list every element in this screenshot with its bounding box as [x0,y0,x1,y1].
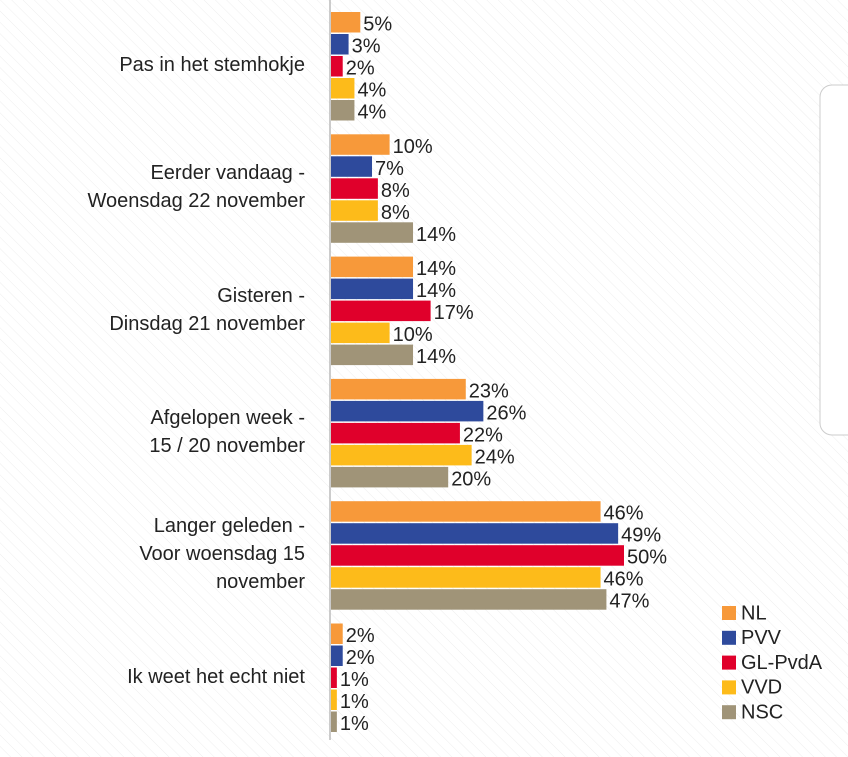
bar [331,200,378,221]
bar [331,501,601,522]
bar [331,444,472,466]
value-label: 17% [434,302,474,324]
category-label: Eerder vandaag - Woensdag 22 november [87,162,305,213]
value-label: 24% [475,446,515,468]
side-panel [819,84,848,436]
bar [331,378,466,400]
bar [331,278,414,300]
value-label: 3% [352,36,381,58]
value-label: 8% [381,180,410,202]
value-label: 20% [451,468,491,490]
value-label: 50% [627,547,667,569]
value-label: 4% [357,102,386,124]
bar [331,256,414,278]
value-label: 23% [469,380,509,402]
legend-label: PVV [741,627,782,649]
value-label: 4% [357,80,386,102]
bar [331,322,390,344]
bar [331,466,449,488]
legend-label: VVD [741,677,782,699]
bar [331,78,355,99]
bar [331,422,460,444]
bar [331,645,343,666]
category-label: Ik weet het echt niet [127,665,305,688]
bar [331,222,414,243]
value-label: 10% [393,324,433,346]
bar [331,344,414,366]
value-label: 10% [393,136,433,158]
category-label: Afgelopen week - 15 / 20 november [149,406,305,457]
bar [331,134,390,155]
bar [331,300,431,322]
bar [331,589,607,610]
value-label: 49% [621,525,661,547]
bar [331,156,373,177]
category-label: Gisteren - Dinsdag 21 november [109,284,305,335]
value-label: 14% [416,224,456,246]
legend-swatch [722,630,736,645]
value-label: 14% [416,258,456,280]
value-label: 2% [346,647,375,669]
value-label: 14% [416,280,456,302]
bar [331,100,355,121]
bar [331,545,624,566]
legend-label: NL [741,602,767,624]
value-label: 2% [346,58,375,80]
value-label: 14% [416,346,456,368]
bar [331,178,378,199]
bar [331,34,349,55]
legend-swatch [722,655,736,670]
value-label: 2% [346,625,375,647]
bar [331,711,337,732]
bar [331,12,361,33]
value-label: 1% [340,691,369,713]
value-label: 47% [609,591,649,613]
value-label: 26% [486,402,526,424]
bar [331,56,343,77]
category-label: Langer geleden - Voor woensdag 15 novemb… [139,515,305,594]
bar [331,689,337,710]
value-label: 22% [463,424,503,446]
value-label: 46% [604,503,644,525]
value-label: 1% [340,713,369,735]
bar [331,523,619,544]
legend-label: GL-PvdA [741,652,823,674]
legend-swatch [722,705,736,720]
legend-label: NSC [741,701,783,723]
value-label: 1% [340,669,369,691]
bar [331,567,601,588]
value-label: 8% [381,202,410,224]
bar [331,623,343,644]
bar [331,400,484,422]
value-label: 7% [375,158,404,180]
legend-swatch [722,606,736,620]
bar [331,667,337,688]
value-label: 46% [604,569,644,591]
legend-swatch [722,680,736,695]
category-label: Pas in het stemhokje [119,54,305,76]
value-label: 5% [363,14,392,36]
